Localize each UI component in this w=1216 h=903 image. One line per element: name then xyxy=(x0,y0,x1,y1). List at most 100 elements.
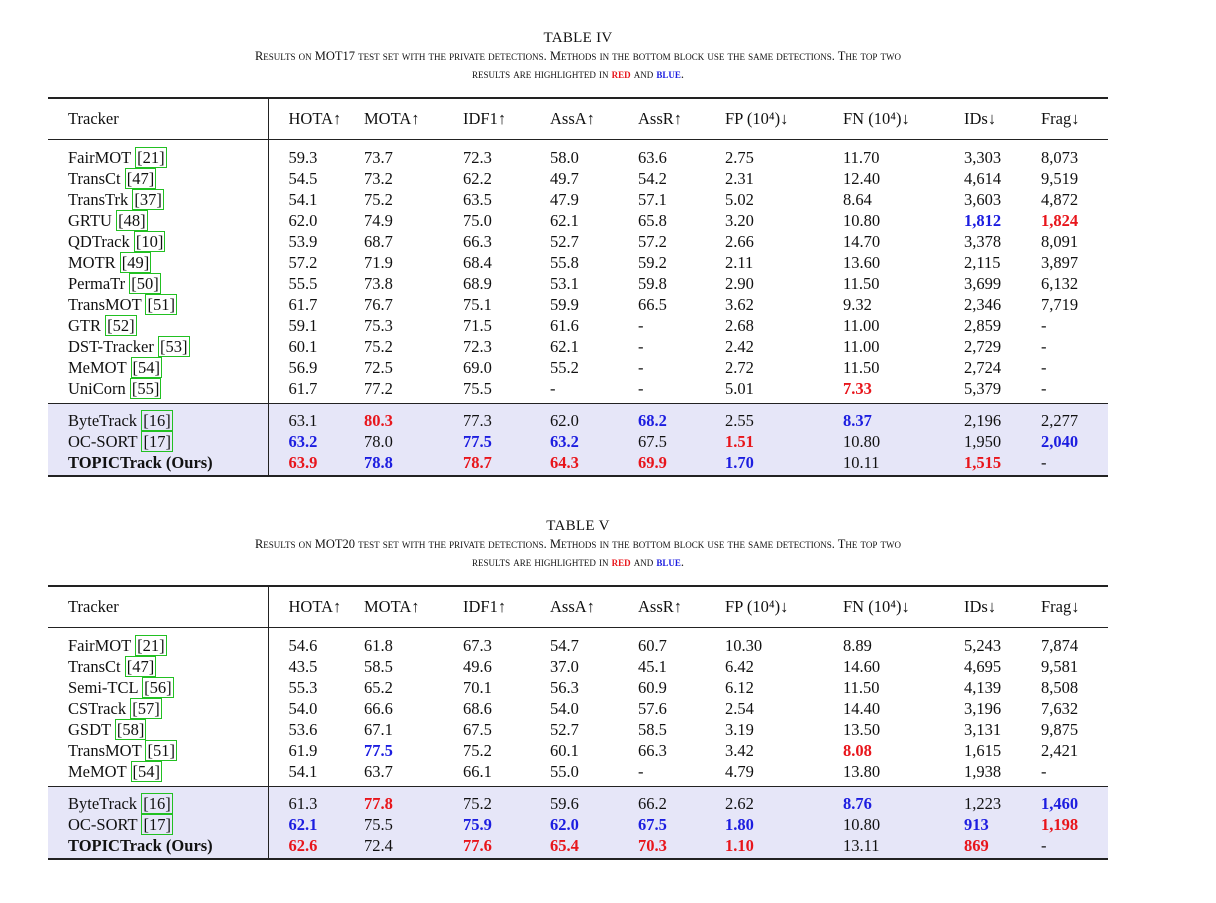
table-cell: 62.1 xyxy=(550,337,579,356)
citation-link[interactable]: [16] xyxy=(141,793,173,814)
citation-link[interactable]: [51] xyxy=(145,740,177,761)
table-row: Semi-TCL [56] 55.3 65.2 70.1 56.3 60.9 6.12 11.… xyxy=(48,677,1108,698)
table-cell: 62.1 xyxy=(550,211,579,230)
table-row: CSTrack [57] 54.0 66.6 68.6 54.0 57.6 2.54 14.4… xyxy=(48,698,1108,719)
citation-link[interactable]: [56] xyxy=(142,677,174,698)
table-row: TransTrk [37] 54.1 75.2 63.5 47.9 57.1 5.02 8.6… xyxy=(48,189,1108,210)
table-cell: 77.2 xyxy=(364,379,393,398)
table-cell: 77.5 xyxy=(463,432,492,451)
tracker-name: OC-SORT [17] xyxy=(48,814,269,835)
column-header: AssA↑ xyxy=(550,586,638,628)
table-cell: 57.2 xyxy=(638,232,667,251)
table-cell: 11.00 xyxy=(843,337,880,356)
table-cell: 72.3 xyxy=(463,148,492,167)
table-cell: 52.7 xyxy=(550,232,579,251)
table-cell: 14.40 xyxy=(843,699,881,718)
tracker-name: UniCorn [55] xyxy=(48,378,269,404)
table-cell: 55.0 xyxy=(550,762,579,781)
table-cell: 9,875 xyxy=(1041,720,1079,739)
table-cell: 12.40 xyxy=(843,169,881,188)
table-cell: 69.0 xyxy=(463,358,492,377)
citation-link[interactable]: [10] xyxy=(133,231,166,252)
table-cell: 55.3 xyxy=(288,678,318,697)
column-header: FN (10⁴)↓ xyxy=(843,98,964,140)
table-row: OC-SORT [17] 62.1 75.5 75.9 62.0 67.5 1.80 10.8… xyxy=(48,814,1108,835)
column-header: Tracker xyxy=(48,98,269,140)
table-cell: 1,950 xyxy=(964,432,1002,451)
table-cell: 49.7 xyxy=(550,169,579,188)
table-label: TABLE V xyxy=(546,518,610,534)
citation-link[interactable]: [48] xyxy=(116,210,148,231)
table-cell: 4,695 xyxy=(964,657,1002,676)
table-cell: 65.8 xyxy=(638,211,667,230)
table-cell: 10.80 xyxy=(843,211,881,230)
table-row: OC-SORT [17] 63.2 78.0 77.5 63.2 67.5 1.51 10.8… xyxy=(48,431,1108,452)
tracker-name: ByteTrack [16] xyxy=(48,403,269,431)
table-cell: 70.1 xyxy=(463,678,492,697)
citation-link[interactable]: [49] xyxy=(119,252,152,273)
citation-link[interactable]: [54] xyxy=(130,357,162,378)
column-header: HOTA↑ xyxy=(268,586,364,628)
table-cell: 68.9 xyxy=(463,274,492,293)
table-cell: 14.70 xyxy=(843,232,881,251)
table-cell: 11.50 xyxy=(843,274,880,293)
citation-link[interactable]: [54] xyxy=(130,761,162,782)
table-cell: 58.0 xyxy=(550,148,579,167)
citation-link[interactable]: [17] xyxy=(141,431,173,452)
table-cell: 57.6 xyxy=(638,699,667,718)
table-cell: 71.9 xyxy=(364,253,393,272)
citation-link[interactable]: [47] xyxy=(124,168,157,189)
citation-link[interactable]: [51] xyxy=(145,294,177,315)
table-cell: 66.2 xyxy=(638,786,725,814)
citation-link[interactable]: [50] xyxy=(129,273,161,294)
table-cell: 5.02 xyxy=(725,190,754,209)
table-cell: 6.12 xyxy=(725,678,754,697)
citation-link[interactable]: [17] xyxy=(141,814,173,835)
table-cell: 3.20 xyxy=(725,211,754,230)
table-cell: 60.1 xyxy=(550,741,579,760)
table-cell: 11.70 xyxy=(843,148,880,167)
table-cell: 3.62 xyxy=(725,295,754,314)
column-header: AssR↑ xyxy=(638,98,725,140)
table-cell: 10.30 xyxy=(725,636,763,655)
citation-link[interactable]: [37] xyxy=(132,189,164,210)
table-cell: 1.10 xyxy=(725,835,843,860)
table-cell: 3,603 xyxy=(964,190,1002,209)
table-row: MOTR [49] 57.2 71.9 68.4 55.8 59.2 2.11 13.60 2,… xyxy=(48,252,1108,273)
table-cell: 73.2 xyxy=(364,169,393,188)
table-cell: 1.80 xyxy=(725,815,754,834)
table-cell: 7,719 xyxy=(1041,295,1079,314)
table-cell: 8.76 xyxy=(843,786,964,814)
citation-link[interactable]: [21] xyxy=(135,635,167,656)
table-cell: 72.3 xyxy=(463,337,492,356)
citation-link[interactable]: [58] xyxy=(114,719,147,740)
table-cell: 2,115 xyxy=(964,253,1001,272)
tracker-name: OC-SORT [17] xyxy=(48,431,269,452)
table-cell: 913 xyxy=(964,815,989,834)
citation-link[interactable]: [53] xyxy=(158,336,190,357)
citation-link[interactable]: [16] xyxy=(141,410,173,431)
table-caption: Results on MOT20 test set with the priva… xyxy=(48,535,1108,571)
table-cell: 1,223 xyxy=(964,786,1041,814)
table-cell: 54.0 xyxy=(288,699,318,718)
tracker-name: MeMOT [54] xyxy=(48,761,269,787)
table-cell: 3,699 xyxy=(964,274,1002,293)
table-cell: 62.0 xyxy=(288,211,318,230)
table-row: GSDT [58] 53.6 67.1 67.5 52.7 58.5 3.19 13.50 3,… xyxy=(48,719,1108,740)
table-cell: 67.1 xyxy=(364,720,393,739)
citation-link[interactable]: [55] xyxy=(129,378,162,399)
table-cell: 3,196 xyxy=(964,699,1002,718)
citation-link[interactable]: [21] xyxy=(135,147,167,168)
table-cell: 3,897 xyxy=(1041,253,1079,272)
table-cell: 3,303 xyxy=(964,148,1002,167)
table-cell: 14.60 xyxy=(843,657,881,676)
table-cell: 66.3 xyxy=(463,232,492,251)
citation-link[interactable]: [47] xyxy=(124,656,157,677)
citation-link[interactable]: [52] xyxy=(105,315,137,336)
table-cell: 3,378 xyxy=(964,232,1002,251)
citation-link[interactable]: [57] xyxy=(130,698,162,719)
table-row: TransCt [47] 54.5 73.2 62.2 49.7 54.2 2.31 12.4… xyxy=(48,168,1108,189)
table-cell: 62.6 xyxy=(268,835,364,860)
table-cell: 67.5 xyxy=(638,432,667,451)
table-iv-block: TABLE IV Results on MOT17 test set with … xyxy=(48,30,1108,477)
